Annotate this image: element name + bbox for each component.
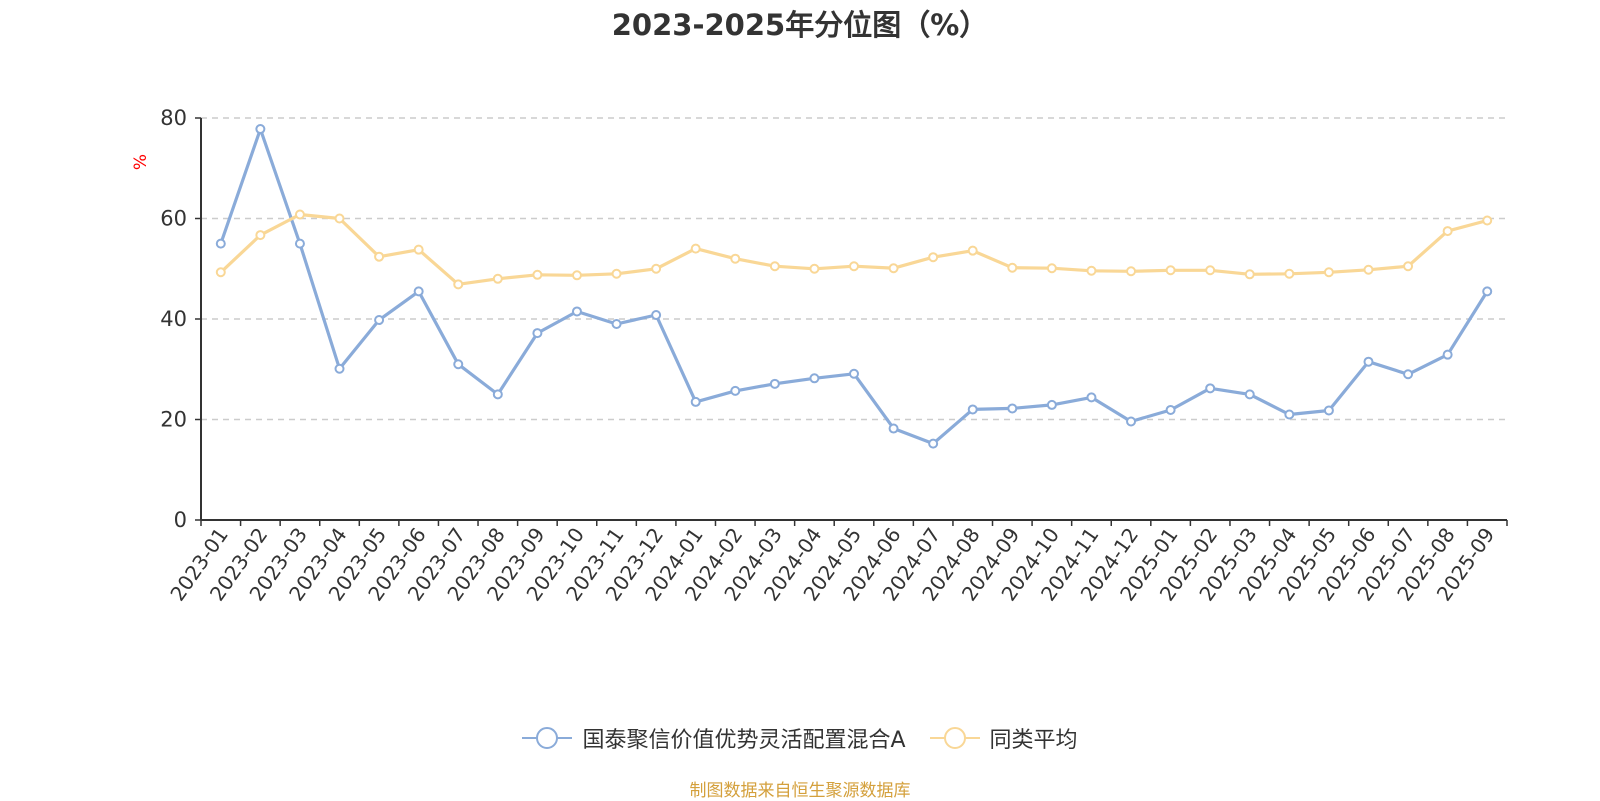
y-tick-label-80: 80: [160, 106, 187, 130]
series-1-point: [730, 253, 741, 264]
series-1-point: [1363, 264, 1374, 275]
series-0-point: [1205, 383, 1216, 394]
series-0-point: [651, 309, 662, 320]
series-0-point: [809, 373, 820, 384]
series-1-point: [690, 243, 701, 254]
series-0-point: [1244, 389, 1255, 400]
series-1-point: [1126, 266, 1137, 277]
series-1-point: [967, 245, 978, 256]
series-1-point: [1284, 268, 1295, 279]
series-1-point: [413, 244, 424, 255]
series-1-point: [1205, 265, 1216, 276]
series-1-point: [1086, 265, 1097, 276]
series-0-point: [1165, 404, 1176, 415]
series-lines: [215, 124, 1493, 449]
series-0-point: [294, 238, 305, 249]
legend-swatch-peer-average: [929, 725, 980, 751]
series-0-point: [413, 286, 424, 297]
series-0-point: [255, 124, 266, 135]
series-1-point: [1165, 265, 1176, 276]
series-0-point: [1363, 356, 1374, 367]
series-1-point: [374, 251, 385, 262]
y-tick-labels: 0 20 40 60 80: [160, 106, 187, 532]
series-1-point: [453, 279, 464, 290]
series-0-point: [492, 389, 503, 400]
series-0-point: [215, 238, 226, 249]
series-0-point: [611, 319, 622, 330]
series-1-point: [294, 209, 305, 220]
series-0-point: [1007, 403, 1018, 414]
series-0-point: [730, 385, 741, 396]
legend-label-peer-average: 同类平均: [989, 728, 1078, 753]
series-0-point: [1086, 392, 1097, 403]
series-1-point: [769, 261, 780, 272]
series-1-point: [888, 263, 899, 274]
series-1-point: [1482, 215, 1493, 226]
y-tick-label-0: 0: [174, 508, 187, 532]
series-1-point: [255, 230, 266, 241]
legend-item-peer-average[interactable]: 同类平均: [929, 722, 1078, 754]
axes: [195, 117, 1508, 526]
series-1-point: [928, 252, 939, 263]
series-0-point: [1323, 405, 1334, 416]
series-1-point: [1403, 261, 1414, 272]
series-1-point: [334, 213, 345, 224]
series-0-point: [532, 328, 543, 339]
series-0-point: [769, 378, 780, 389]
x-tick-labels: 2023-012023-022023-032023-042023-052023-…: [165, 523, 1499, 605]
series-0-point: [1482, 286, 1493, 297]
series-0-point: [888, 423, 899, 434]
series-0-point: [967, 404, 978, 415]
series-1-point: [571, 270, 582, 281]
series-0-point: [453, 359, 464, 370]
series-0-point: [1126, 416, 1137, 427]
series-1-point: [849, 261, 859, 272]
y-axis-label: %: [131, 154, 151, 170]
series-1-point: [1007, 262, 1018, 273]
source-note: 制图数据来自恒生聚源数据库: [689, 781, 911, 801]
series-0-point: [690, 396, 701, 407]
legend-label-fund: 国泰聚信价值优势灵活配置混合A: [582, 728, 906, 753]
legend-item-fund[interactable]: 国泰聚信价值优势灵活配置混合A: [522, 722, 906, 754]
series-0-point: [1284, 409, 1295, 420]
series-1-point: [611, 268, 622, 279]
series-0-point: [1403, 369, 1414, 380]
y-tick-label-40: 40: [160, 307, 187, 331]
series-0-point: [1046, 399, 1057, 410]
series-1-point: [1046, 263, 1057, 274]
series-1-point: [492, 273, 503, 284]
series-1-point: [809, 263, 820, 274]
chart-title: 2023-2025年分位图（%）: [611, 8, 989, 42]
series-0-point: [849, 368, 859, 379]
series-0-point: [334, 363, 345, 374]
y-tick-label-20: 20: [160, 408, 187, 432]
series-0-point: [928, 438, 939, 449]
series-line-0: [219, 127, 1489, 446]
series-1-point: [1442, 226, 1453, 237]
series-0-point: [1442, 349, 1453, 360]
series-1-point: [1323, 267, 1334, 278]
series-1-point: [651, 263, 662, 274]
legend: 国泰聚信价值优势灵活配置混合A 同类平均: [0, 722, 1600, 754]
series-line-1: [219, 212, 1488, 286]
series-0-point: [571, 306, 582, 317]
y-tick-label-60: 60: [160, 207, 187, 231]
legend-swatch-fund: [522, 725, 573, 751]
series-1-point: [1244, 269, 1255, 280]
series-1-point: [215, 267, 226, 278]
series-1-point: [532, 269, 543, 280]
gridlines: [201, 117, 1507, 421]
series-0-point: [374, 315, 385, 326]
